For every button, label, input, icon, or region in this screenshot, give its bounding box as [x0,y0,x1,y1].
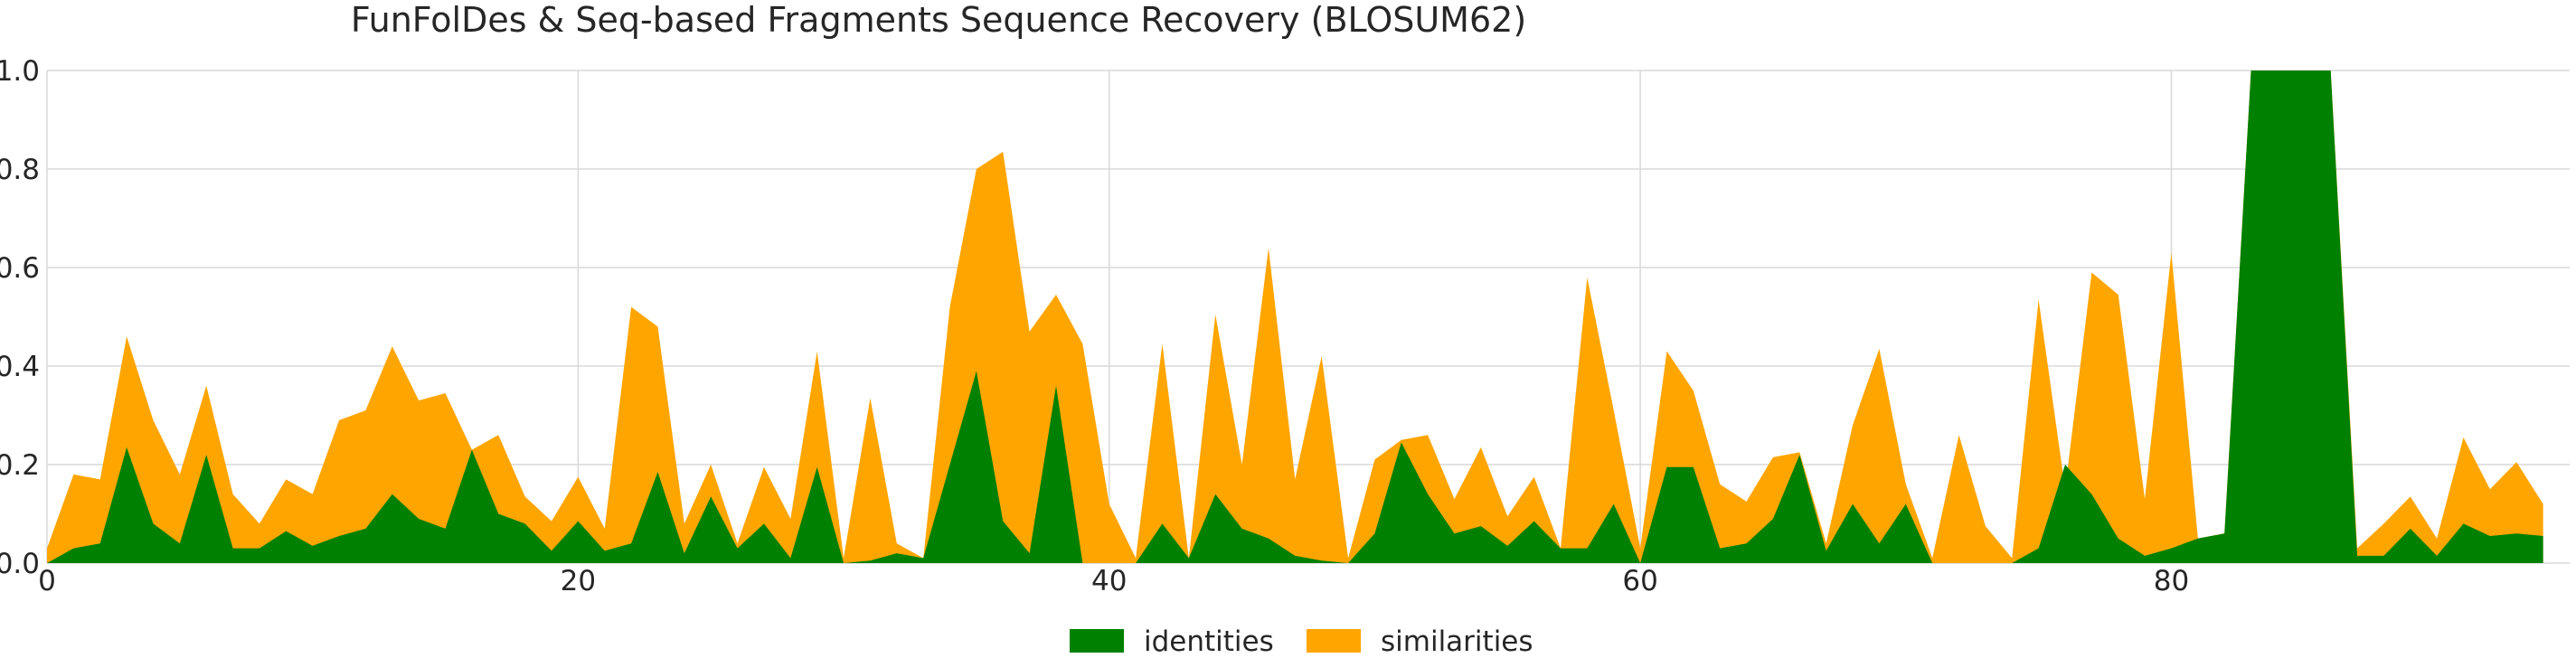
y-tick-label: 0.0 [0,548,40,580]
chart-title: FunFolDes & Seq-based Fragments Sequence… [351,0,1526,40]
y-tick-label: 0.2 [0,449,40,482]
y-tick-label: 0.4 [0,351,40,383]
y-tick-label: 0.8 [0,154,40,186]
x-tick-label: 80 [2154,565,2189,597]
x-tick-label: 0 [38,565,56,597]
area-series-similarities [47,70,2543,563]
legend-label-similarities: similarities [1381,625,1533,658]
legend: identities similarities [1070,625,1533,658]
legend-swatch-similarities [1307,629,1361,653]
x-tick-label: 60 [1622,565,1657,597]
legend-label-identities: identities [1144,625,1274,658]
y-axis-tick-labels: 0.0 0.2 0.4 0.6 0.8 1.0 [0,55,40,580]
area-series-identities [47,70,2543,563]
x-tick-label: 40 [1091,565,1127,597]
y-tick-label: 0.6 [0,252,40,285]
y-tick-label: 1.0 [0,55,40,88]
x-tick-label: 20 [561,565,596,597]
plot-areas [47,70,2543,563]
legend-swatch-identities [1070,629,1124,653]
x-axis-tick-labels: 0 20 40 60 80 [38,565,2189,597]
